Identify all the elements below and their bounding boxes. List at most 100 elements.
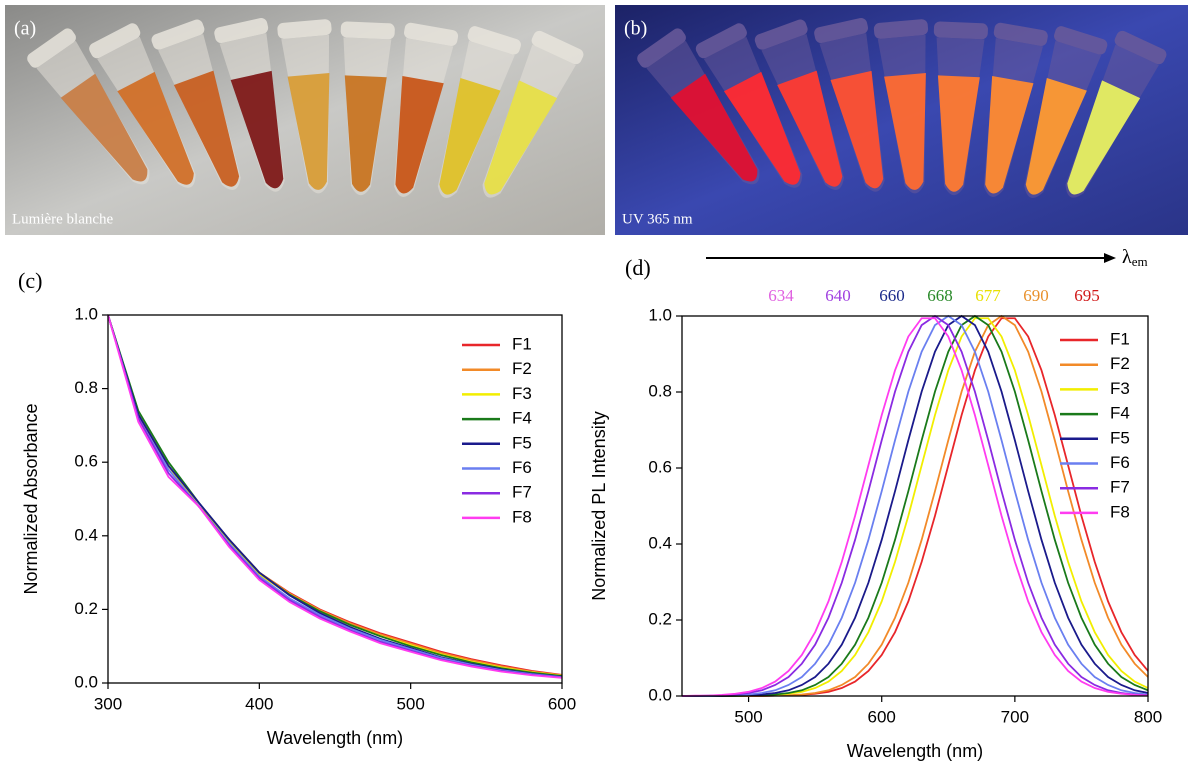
- tube-cap: [404, 22, 459, 46]
- tube-liquid: [60, 73, 148, 182]
- tube-cap: [151, 19, 205, 50]
- panel-label: (c): [18, 268, 42, 293]
- arrow-head: [1104, 253, 1116, 263]
- tube-liquid: [287, 73, 330, 190]
- tube-liquid: [439, 77, 501, 195]
- lambda: λ: [1122, 246, 1132, 268]
- arrow-label: λem: [1122, 246, 1148, 269]
- y-tick-label: 0.0: [74, 672, 98, 691]
- tube-cap: [695, 23, 747, 59]
- tube: [637, 28, 760, 185]
- tube-cap: [993, 22, 1048, 46]
- tube: [27, 28, 150, 185]
- legend-label: F7: [512, 483, 532, 502]
- photo-caption: UV 365 nm: [622, 211, 693, 227]
- y-tick-label: 0.2: [648, 609, 672, 628]
- y-axis-label: Normalized Absorbance: [21, 403, 41, 594]
- x-tick-label: 700: [1001, 707, 1029, 726]
- legend-label: F4: [1110, 404, 1130, 423]
- tube-cap: [27, 28, 76, 68]
- peak-annotation: 690: [1023, 286, 1049, 305]
- series-line: [681, 317, 1149, 697]
- y-tick-label: 1.0: [648, 305, 672, 324]
- tube-cap: [277, 19, 332, 39]
- tube: [1065, 30, 1167, 198]
- legend-label: F6: [1110, 453, 1130, 472]
- tube: [1024, 26, 1108, 198]
- photo-caption: Lumière blanche: [12, 211, 114, 227]
- panel-label: (a): [14, 18, 36, 40]
- y-tick-label: 0.8: [74, 378, 98, 397]
- peak-annotation: 695: [1074, 286, 1100, 305]
- tube: [151, 19, 241, 191]
- legend-label: F3: [512, 384, 532, 403]
- tube-cap: [214, 18, 269, 44]
- lambda-subscript: em: [1132, 254, 1148, 269]
- series-line: [107, 314, 563, 677]
- x-tick-label: 600: [868, 707, 896, 726]
- legend-label: F7: [1110, 478, 1130, 497]
- x-tick-label: 800: [1134, 707, 1162, 726]
- peak-annotation: 677: [975, 286, 1001, 305]
- tube: [873, 19, 929, 194]
- tube-cap: [89, 23, 141, 59]
- x-tick-label: 300: [94, 694, 122, 713]
- tube: [437, 26, 521, 198]
- tube-cap: [467, 26, 521, 55]
- tube: [214, 18, 285, 192]
- tube: [89, 23, 196, 188]
- panel-label: (d): [625, 255, 651, 280]
- tube-liquid: [117, 71, 194, 185]
- y-tick-label: 0.4: [648, 533, 672, 552]
- x-tick-label: 600: [548, 694, 576, 713]
- tube-liquid: [985, 76, 1034, 194]
- tube-cap: [637, 28, 686, 68]
- y-axis-label: Normalized PL Intensity: [589, 411, 609, 600]
- series-line: [107, 314, 563, 679]
- peak-annotation: 668: [927, 286, 953, 305]
- series-line: [682, 314, 1149, 697]
- y-tick-label: 0.6: [648, 457, 672, 476]
- peak-annotation: 660: [879, 286, 905, 305]
- tube: [814, 18, 885, 192]
- tube-liquid: [344, 75, 387, 192]
- tube-cap: [814, 18, 869, 44]
- tube-liquid: [884, 73, 926, 190]
- legend-label: F2: [512, 359, 532, 378]
- legend-label: F2: [1110, 354, 1130, 373]
- legend-label: F6: [512, 458, 532, 477]
- tube-liquid: [1025, 77, 1087, 195]
- y-tick-label: 0.6: [74, 452, 98, 471]
- tube: [340, 21, 395, 196]
- tube-cap: [1054, 26, 1108, 55]
- peak-annotation: 634: [768, 286, 794, 305]
- y-tick-label: 1.0: [74, 304, 98, 323]
- tube-liquid: [777, 70, 843, 187]
- tube-liquid: [173, 70, 240, 187]
- y-tick-label: 0.2: [74, 599, 98, 618]
- series-line: [682, 314, 1149, 697]
- tube-liquid: [937, 75, 980, 192]
- legend-label: F5: [512, 433, 532, 452]
- photo-b-tubes: [637, 18, 1167, 198]
- y-tick-label: 0.4: [74, 525, 98, 544]
- tube-liquid: [484, 80, 558, 195]
- tube-cap: [1114, 30, 1167, 65]
- x-axis-label: Wavelength (nm): [847, 741, 983, 761]
- tube: [394, 22, 459, 197]
- tube: [695, 23, 803, 188]
- x-axis-label: Wavelength (nm): [267, 728, 403, 748]
- tube-liquid: [670, 73, 758, 182]
- tube-liquid: [723, 71, 801, 185]
- tube: [933, 21, 988, 196]
- tube-cap: [531, 30, 584, 65]
- plot-frame: [107, 314, 563, 684]
- legend-label: F8: [1110, 502, 1130, 521]
- series-line: [107, 314, 563, 679]
- tube-liquid: [230, 70, 284, 189]
- plot-frame: [681, 315, 1149, 697]
- tube-liquid: [1067, 80, 1141, 195]
- y-tick-label: 0.0: [648, 685, 672, 704]
- panel-label: (b): [624, 18, 647, 40]
